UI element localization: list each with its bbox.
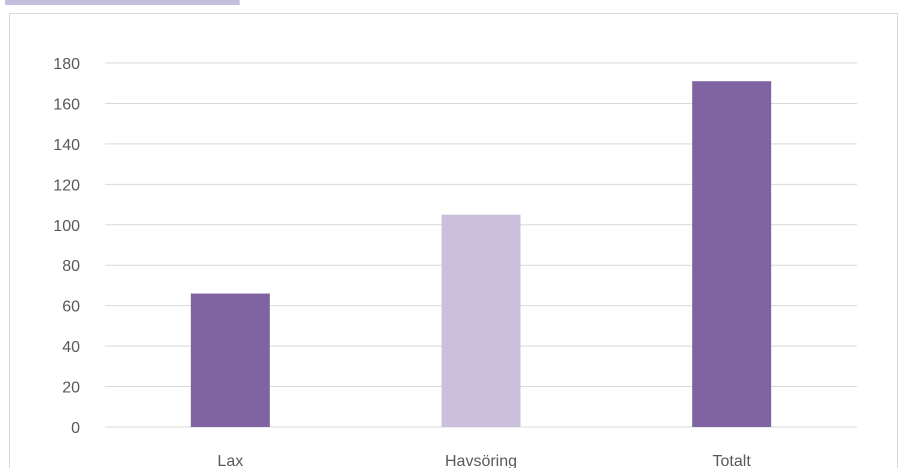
y-tick-label: 20 xyxy=(62,380,80,397)
bars xyxy=(190,81,772,427)
x-tick-label: Totalt xyxy=(713,453,752,468)
bar-lax[interactable] xyxy=(190,293,270,427)
y-tick-label: 160 xyxy=(53,96,80,113)
x-axis-ticks: Lax Havsöring Totalt xyxy=(217,453,751,468)
y-tick-label: 80 xyxy=(62,258,80,275)
bar-havsöring[interactable] xyxy=(441,214,521,427)
y-axis-ticks: 0 20 40 60 80 100 120 140 160 180 xyxy=(53,56,80,437)
bar-totalt[interactable] xyxy=(692,81,772,427)
y-tick-label: 180 xyxy=(53,56,80,73)
y-tick-label: 0 xyxy=(71,420,80,437)
y-tick-label: 120 xyxy=(53,177,80,194)
y-tick-label: 100 xyxy=(53,218,80,235)
x-tick-label: Lax xyxy=(217,453,243,468)
chart-top-tab[interactable] xyxy=(5,0,240,5)
y-tick-label: 60 xyxy=(62,299,80,316)
x-tick-label: Havsöring xyxy=(445,453,517,468)
y-tick-label: 40 xyxy=(62,339,80,356)
y-tick-label: 140 xyxy=(53,137,80,154)
